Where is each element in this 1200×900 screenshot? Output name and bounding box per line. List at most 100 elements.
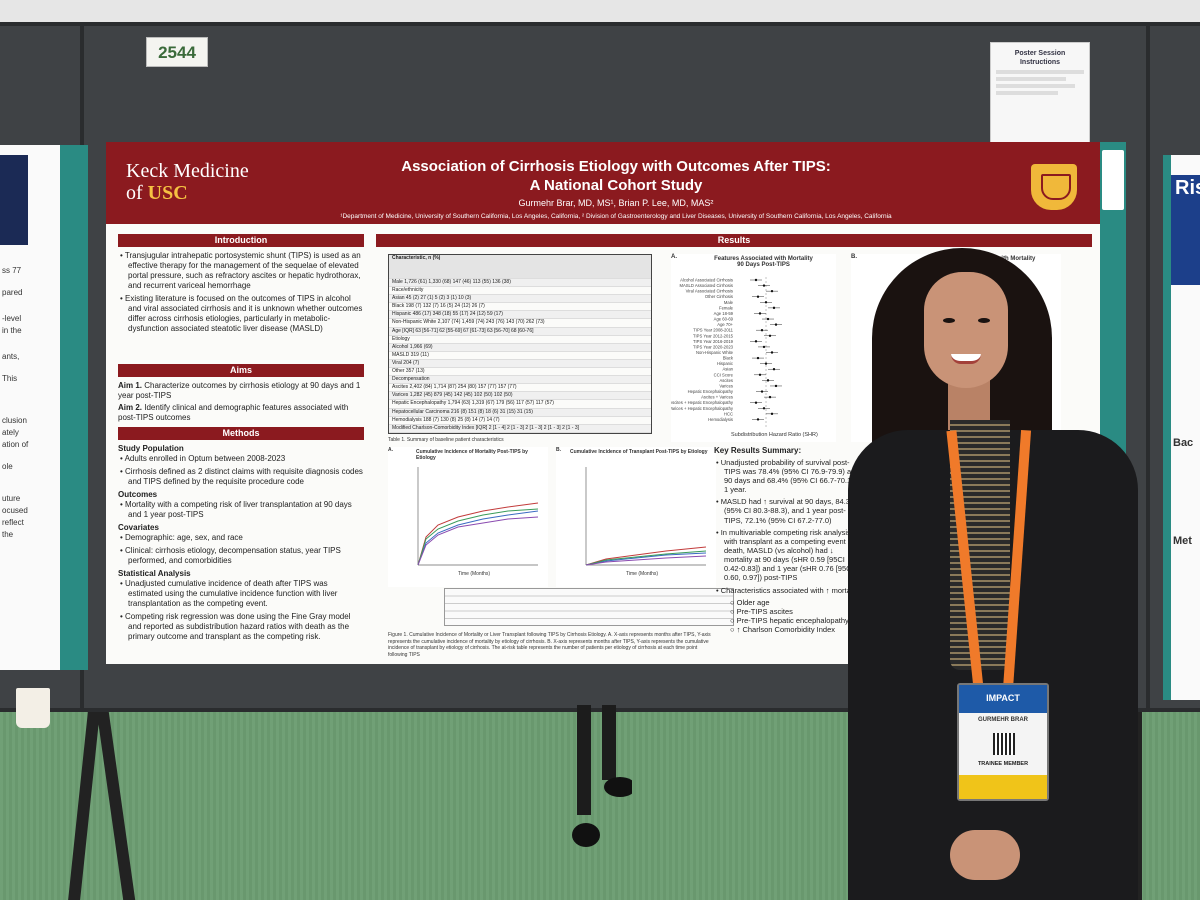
baseline-characteristics-table: Characteristic, n (%) Male 1,726 (61) 1,… [388, 254, 652, 434]
methods-text-item: Competing risk regression was done using… [125, 612, 351, 641]
key-result-subitem: ○ Older age [730, 597, 770, 607]
forest-point [770, 412, 774, 416]
forest-row-label: TIPS Year 2020-2023 [693, 344, 734, 349]
text-fragment: reflect the [2, 518, 24, 539]
methods-bullet: • Cirrhosis defined as 2 distinct claims… [120, 467, 363, 486]
forest-row-label: Hemodialysis [708, 417, 733, 422]
forest-point [762, 284, 766, 287]
badge-footer [959, 775, 1047, 799]
at-risk-table [444, 588, 734, 626]
qr-code-icon [993, 733, 1015, 755]
forest-point [768, 334, 772, 337]
results-heading: Results [376, 234, 1092, 247]
forest-a-title-line2: 90 Days Post-TIPS [737, 262, 790, 268]
forest-point [756, 418, 760, 421]
forest-point [764, 301, 768, 304]
key-result-subitems: ○ Older age ○ Pre-TIPS ascites ○ Pre-TIP… [714, 598, 862, 635]
forest-a-x-label: Subdistribution Hazard Ratio (SHR) [731, 432, 818, 438]
usc-seal-icon [1031, 164, 1077, 210]
poster-session-instructions: Poster Session Instructions [990, 42, 1090, 147]
poster-authors: Gurmehr Brar, MD, MS¹, Brian P. Lee, MD,… [518, 198, 714, 208]
key-result-item: • MASLD had ↑ survival at 90 days, 84.3%… [716, 497, 857, 525]
text-fragment: ants, [2, 352, 20, 361]
instructions-title: Poster Session Instructions [1014, 50, 1066, 67]
forest-row-label: Age 60-69 [714, 317, 734, 322]
logo-line1: Keck Medicine [126, 160, 249, 182]
key-result-text: Characteristics associated with ↑ mortal… [720, 585, 860, 595]
transplant-x-label: Time (Months) [626, 571, 659, 577]
text-fragment: ocused [2, 506, 28, 515]
title-line2: A National Cohort Study [529, 176, 703, 194]
forest-point [754, 340, 758, 343]
forest-row-label: TIPS Year 2008-2011 [693, 328, 733, 333]
table-row: Hepatic Encephalopathy 1,794 (63) 1,319 … [389, 400, 651, 409]
logo-brand: USC [147, 182, 188, 204]
badge-name: GURMEHR BRAR [978, 717, 1028, 723]
table-row: Alcohol 1,966 (69) [389, 343, 651, 352]
right-poster-teal-strip [1163, 155, 1171, 700]
outcomes-label: Outcomes [118, 490, 158, 499]
presenter-smile [951, 354, 981, 364]
text-fragment: pared [2, 288, 23, 297]
mortality-plot-svg [417, 467, 539, 566]
forest-row-label: Other Cirrhosis [705, 294, 733, 299]
text-fragment: -level [2, 314, 22, 323]
table-header-row: Characteristic, n (%) [389, 255, 651, 279]
key-results-summary: Key Results Summary: • Unadjusted probab… [714, 446, 862, 634]
mortality-plot-title: Cumulative Incidence of Mortality Post-T… [416, 449, 528, 461]
text-fragment: Bac [1173, 437, 1194, 449]
forest-point [754, 401, 758, 404]
presenter-face [924, 272, 1008, 388]
table-row: MASLD 319 (11) [389, 352, 651, 360]
poster-header: Keck Medicine of USC Association of Cirr… [106, 142, 1126, 224]
presenter-eye [978, 318, 990, 323]
key-result-subitem: ○ Pre-TIPS hepatic encephalopathy [730, 616, 849, 625]
forest-point [762, 407, 766, 410]
table-header-cell: Characteristic, n (%) [392, 255, 441, 261]
liver-meeting-logo-icon [1102, 150, 1124, 210]
forest-row-label: Varices [719, 383, 733, 388]
subitem-text: Older age [736, 597, 770, 607]
forest-row-label: Alcohol Associated Cirrhosis [680, 278, 733, 283]
left-neighbor-poster: ss 77 pared -level in the ants, This clu… [0, 145, 88, 670]
methods-text-item: Adults enrolled in Optum between 2008-20… [124, 454, 286, 463]
paper-cup [16, 688, 50, 728]
left-poster-header-block [0, 155, 28, 245]
key-result-item: • Characteristics associated with ↑ mort… [716, 585, 860, 595]
forest-row-label: Ascites + Varices [701, 395, 733, 400]
text-fragment: This [2, 374, 18, 383]
left-poster-text: ss 77 pared -level in the ants, This clu… [2, 265, 32, 541]
badge-role: TRAINEE MEMBER [977, 761, 1029, 767]
methods-text-item: Cirrhosis defined as 2 distinct claims w… [125, 467, 363, 486]
table-row: Male 1,726 (61) 1,330 (68) 147 (46) 113 … [389, 279, 651, 288]
keck-medicine-logo: Keck Medicine of USC [126, 160, 249, 204]
mortality-incidence-plot: A. Cumulative Incidence of Mortality Pos… [388, 447, 548, 587]
right-poster-text: Bac Met [1173, 435, 1193, 550]
aim1-text: Characterize outcomes by cirrhosis etiol… [118, 381, 361, 400]
forest-point [770, 289, 774, 293]
forest-point [772, 306, 776, 310]
text-fragment: ss 77 [2, 266, 22, 275]
methods-bullet: • Mortality with a competing risk of liv… [120, 500, 352, 519]
forest-row-label: Non-Hispanic White [696, 350, 734, 355]
methods-text: Study Population • Adults enrolled in Op… [118, 444, 364, 645]
forest-row-label: HCC [724, 411, 733, 416]
forest-a-title: Features Associated with Mortality 90 Da… [691, 256, 836, 268]
forest-row-label: Viral Associated Cirrhosis [686, 289, 733, 294]
forest-point [766, 317, 770, 321]
methods-bullet: • Adults enrolled in Optum between 2008-… [120, 454, 286, 463]
key-result-text: Unadjusted probability of survival post-… [720, 457, 863, 495]
forest-row-label: Asian [723, 367, 734, 372]
forest-point [770, 351, 774, 354]
subitem-text: Pre-TIPS ascites [736, 606, 793, 616]
table-row: Etiology [389, 336, 651, 344]
methods-text-item: Clinical: cirrhosis etiology, decompensa… [125, 546, 341, 565]
introduction-heading: Introduction [118, 234, 364, 247]
conference-badge: IMPACT GURMEHR BRAR TRAINEE MEMBER [957, 683, 1049, 801]
covariates-label: Covariates [118, 523, 159, 532]
forest-a-title-line1: Features Associated with Mortality [714, 256, 813, 262]
methods-text-item: Unadjusted cumulative incidence of death… [125, 579, 338, 608]
table-row: Viral 204 (7) [389, 359, 651, 369]
methods-bullet: • Demographic: age, sex, and race [120, 533, 243, 542]
forest-point [764, 362, 768, 365]
